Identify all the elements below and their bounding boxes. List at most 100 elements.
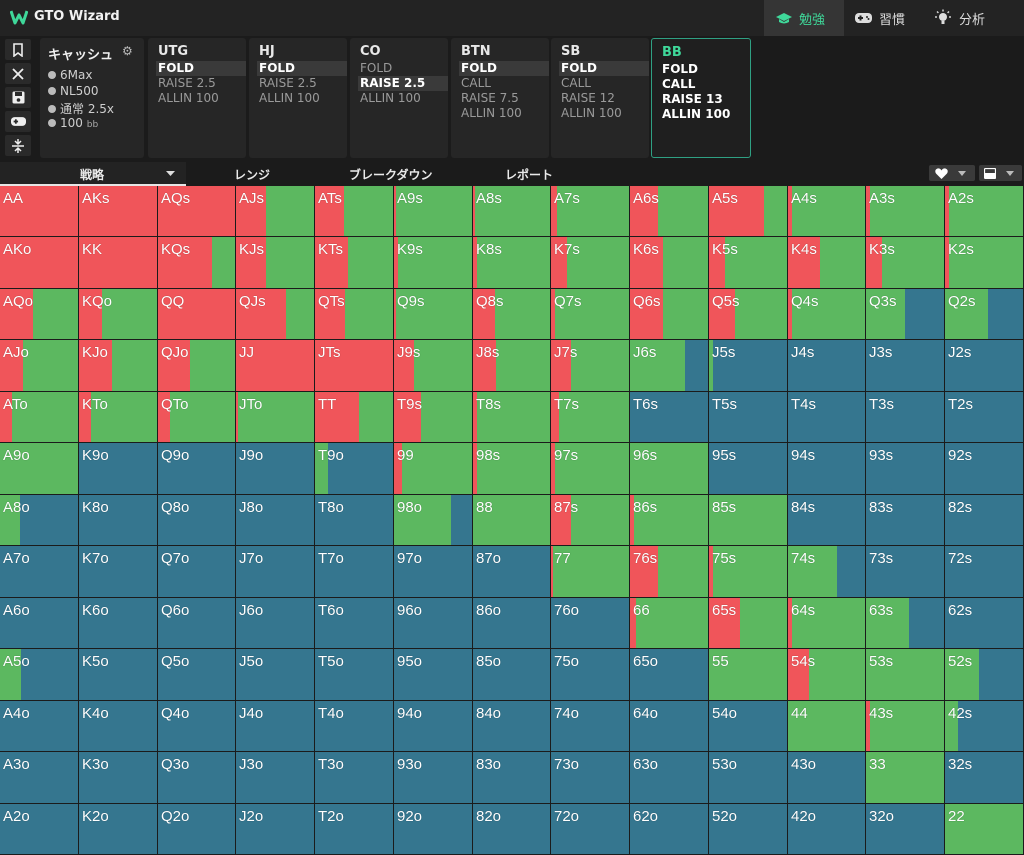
hand-cell-Q5s[interactable]: Q5s bbox=[709, 289, 787, 339]
hand-cell-T4s[interactable]: T4s bbox=[788, 392, 865, 442]
layout-dropdown[interactable] bbox=[979, 165, 1022, 181]
hand-cell-T2s[interactable]: T2s bbox=[945, 392, 1023, 442]
gear-icon[interactable]: ⚙ bbox=[122, 44, 133, 58]
hand-cell-A7s[interactable]: A7s bbox=[551, 186, 629, 236]
hand-cell-A2s[interactable]: A2s bbox=[945, 186, 1023, 236]
hand-cell-52s[interactable]: 52s bbox=[945, 649, 1023, 700]
hand-cell-JTo[interactable]: JTo bbox=[236, 392, 314, 442]
hand-cell-KJo[interactable]: KJo bbox=[79, 340, 157, 391]
action-option-raise[interactable]: RAISE 12 bbox=[561, 91, 615, 105]
hand-cell-87o[interactable]: 87o bbox=[473, 546, 550, 597]
bookmark-button[interactable] bbox=[5, 39, 31, 60]
hand-cell-Q7s[interactable]: Q7s bbox=[551, 289, 629, 339]
hand-cell-83s[interactable]: 83s bbox=[866, 495, 944, 545]
hand-cell-92o[interactable]: 92o bbox=[394, 804, 472, 854]
hand-cell-QTs[interactable]: QTs bbox=[315, 289, 393, 339]
practice-button[interactable] bbox=[5, 111, 31, 132]
hand-cell-AJs[interactable]: AJs bbox=[236, 186, 314, 236]
action-option-raise[interactable]: RAISE 2.5 bbox=[158, 76, 216, 90]
hand-cell-Q8o[interactable]: Q8o bbox=[158, 495, 235, 545]
hand-cell-K9s[interactable]: K9s bbox=[394, 237, 472, 288]
hand-cell-97s[interactable]: 97s bbox=[551, 443, 629, 494]
hand-cell-42o[interactable]: 42o bbox=[788, 804, 865, 854]
action-option-allin[interactable]: ALLIN 100 bbox=[662, 107, 731, 121]
position-panel-hj[interactable]: HJ FOLD RAISE 2.5 ALLIN 100 bbox=[249, 38, 347, 158]
action-option-allin[interactable]: ALLIN 100 bbox=[360, 91, 421, 105]
hand-cell-76s[interactable]: 76s bbox=[630, 546, 708, 597]
hand-cell-J4o[interactable]: J4o bbox=[236, 701, 314, 751]
game-settings-panel[interactable]: キャッシュ ⚙ 6Max NL500 通常 2.5x 100 bb bbox=[40, 38, 144, 158]
hand-cell-Q6s[interactable]: Q6s bbox=[630, 289, 708, 339]
hand-cell-TT[interactable]: TT bbox=[315, 392, 393, 442]
hand-cell-Q9s[interactable]: Q9s bbox=[394, 289, 472, 339]
action-option-allin[interactable]: ALLIN 100 bbox=[461, 106, 522, 120]
hand-cell-KQs[interactable]: KQs bbox=[158, 237, 235, 288]
action-option-allin[interactable]: ALLIN 100 bbox=[158, 91, 219, 105]
hand-cell-97o[interactable]: 97o bbox=[394, 546, 472, 597]
hand-cell-A5o[interactable]: A5o bbox=[0, 649, 78, 700]
hand-cell-K6s[interactable]: K6s bbox=[630, 237, 708, 288]
hand-cell-A8s[interactable]: A8s bbox=[473, 186, 550, 236]
hand-cell-JTs[interactable]: JTs bbox=[315, 340, 393, 391]
hand-cell-J2o[interactable]: J2o bbox=[236, 804, 314, 854]
hand-cell-J4s[interactable]: J4s bbox=[788, 340, 865, 391]
hand-cell-65o[interactable]: 65o bbox=[630, 649, 708, 700]
hand-cell-33[interactable]: 33 bbox=[866, 752, 944, 803]
hand-cell-75s[interactable]: 75s bbox=[709, 546, 787, 597]
hand-cell-ATo[interactable]: ATo bbox=[0, 392, 78, 442]
hand-cell-T4o[interactable]: T4o bbox=[315, 701, 393, 751]
hand-cell-K8o[interactable]: K8o bbox=[79, 495, 157, 545]
hand-cell-53o[interactable]: 53o bbox=[709, 752, 787, 803]
hand-cell-KQo[interactable]: KQo bbox=[79, 289, 157, 339]
hand-cell-63s[interactable]: 63s bbox=[866, 598, 944, 648]
hand-cell-76o[interactable]: 76o bbox=[551, 598, 629, 648]
hand-cell-94o[interactable]: 94o bbox=[394, 701, 472, 751]
hand-cell-86s[interactable]: 86s bbox=[630, 495, 708, 545]
action-option-fold[interactable]: FOLD bbox=[360, 61, 393, 75]
hand-cell-63o[interactable]: 63o bbox=[630, 752, 708, 803]
hand-cell-A4o[interactable]: A4o bbox=[0, 701, 78, 751]
hand-cell-T8s[interactable]: T8s bbox=[473, 392, 550, 442]
hand-cell-T9o[interactable]: T9o bbox=[315, 443, 393, 494]
hand-cell-73s[interactable]: 73s bbox=[866, 546, 944, 597]
hand-cell-52o[interactable]: 52o bbox=[709, 804, 787, 854]
hand-cell-J9o[interactable]: J9o bbox=[236, 443, 314, 494]
hand-cell-ATs[interactable]: ATs bbox=[315, 186, 393, 236]
hand-cell-Q2o[interactable]: Q2o bbox=[158, 804, 235, 854]
hand-cell-55[interactable]: 55 bbox=[709, 649, 787, 700]
action-option-call[interactable]: CALL bbox=[662, 77, 696, 91]
hand-cell-J8o[interactable]: J8o bbox=[236, 495, 314, 545]
hand-cell-82s[interactable]: 82s bbox=[945, 495, 1023, 545]
hand-cell-64s[interactable]: 64s bbox=[788, 598, 865, 648]
hand-cell-J5s[interactable]: J5s bbox=[709, 340, 787, 391]
hand-cell-T2o[interactable]: T2o bbox=[315, 804, 393, 854]
hand-cell-J3o[interactable]: J3o bbox=[236, 752, 314, 803]
hand-cell-65s[interactable]: 65s bbox=[709, 598, 787, 648]
gto-wizard-logo-icon[interactable] bbox=[10, 8, 28, 26]
hand-cell-83o[interactable]: 83o bbox=[473, 752, 550, 803]
hand-cell-QJs[interactable]: QJs bbox=[236, 289, 314, 339]
hand-cell-KTs[interactable]: KTs bbox=[315, 237, 393, 288]
hand-cell-QTo[interactable]: QTo bbox=[158, 392, 235, 442]
hand-cell-T3s[interactable]: T3s bbox=[866, 392, 944, 442]
hand-cell-AJo[interactable]: AJo bbox=[0, 340, 78, 391]
hand-cell-43s[interactable]: 43s bbox=[866, 701, 944, 751]
hand-cell-A5s[interactable]: A5s bbox=[709, 186, 787, 236]
hand-cell-AQs[interactable]: AQs bbox=[158, 186, 235, 236]
action-option-call[interactable]: CALL bbox=[461, 76, 491, 90]
hand-cell-J2s[interactable]: J2s bbox=[945, 340, 1023, 391]
hand-cell-Q8s[interactable]: Q8s bbox=[473, 289, 550, 339]
hand-cell-A8o[interactable]: A8o bbox=[0, 495, 78, 545]
hand-cell-87s[interactable]: 87s bbox=[551, 495, 629, 545]
hand-cell-A9s[interactable]: A9s bbox=[394, 186, 472, 236]
hand-cell-73o[interactable]: 73o bbox=[551, 752, 629, 803]
action-option-allin[interactable]: ALLIN 100 bbox=[259, 91, 320, 105]
hand-cell-J6o[interactable]: J6o bbox=[236, 598, 314, 648]
hand-cell-KTo[interactable]: KTo bbox=[79, 392, 157, 442]
split-button[interactable] bbox=[5, 135, 31, 156]
hand-cell-Q7o[interactable]: Q7o bbox=[158, 546, 235, 597]
position-panel-btn[interactable]: BTN FOLD CALL RAISE 7.5 ALLIN 100 bbox=[451, 38, 549, 158]
hand-cell-93s[interactable]: 93s bbox=[866, 443, 944, 494]
hand-cell-74o[interactable]: 74o bbox=[551, 701, 629, 751]
close-button[interactable] bbox=[5, 63, 31, 84]
